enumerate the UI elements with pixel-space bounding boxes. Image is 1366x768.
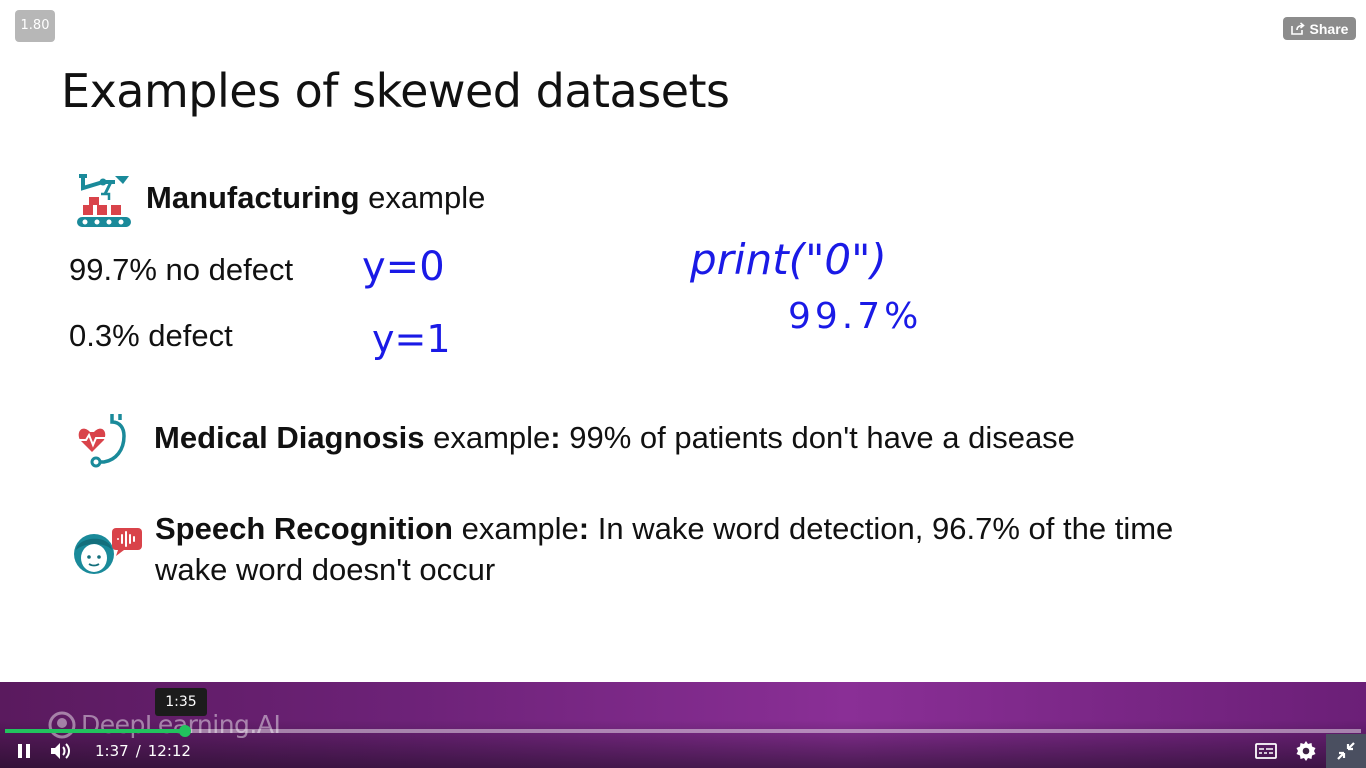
settings-button[interactable] — [1292, 737, 1320, 765]
current-time: 1:37 — [95, 742, 129, 760]
video-slide[interactable]: 1.80 Share Examples of skewed datasets M… — [0, 0, 1366, 682]
seek-hover-tooltip: 1:35 — [155, 688, 207, 716]
handwritten-99-7-percent: 99.7% — [788, 296, 922, 337]
svg-text:y=1: y=1 — [372, 317, 451, 361]
share-button[interactable]: Share — [1283, 17, 1356, 40]
exit-fullscreen-icon — [1337, 742, 1355, 760]
medical-stethoscope-heart-icon — [78, 414, 126, 468]
exit-fullscreen-button[interactable] — [1326, 734, 1366, 768]
time-display: 1:37 / 12:12 — [95, 742, 191, 760]
volume-icon — [51, 743, 70, 759]
svg-text:y=0: y=0 — [362, 244, 445, 290]
pause-button[interactable] — [10, 738, 38, 764]
handwritten-print-0: print("0") — [689, 235, 887, 284]
handwritten-y-equals-0: y=0 — [362, 244, 445, 290]
progress-played — [5, 729, 185, 733]
deeplearning-logo-icon — [48, 711, 76, 738]
no-defect-line: 99.7% no defect — [69, 252, 294, 287]
pause-icon — [18, 744, 30, 758]
duration: 12:12 — [147, 742, 191, 760]
handwritten-y-equals-1: y=1 — [372, 317, 451, 361]
medical-diagnosis-line: Medical Diagnosis example: 99% of patien… — [154, 420, 1075, 455]
progress-scrubber-handle[interactable] — [179, 725, 191, 737]
playback-speed-badge[interactable]: 1.80 — [15, 10, 55, 42]
settings-icon — [1296, 741, 1316, 761]
share-icon — [1290, 22, 1305, 35]
speech-recognition-line-2: wake word doesn't occur — [155, 552, 496, 587]
speech-recognition-line-1: Speech Recognition example: In wake word… — [155, 511, 1174, 546]
time-separator: / — [135, 742, 141, 760]
progress-track[interactable] — [5, 729, 1361, 733]
slide-title: Examples of skewed datasets — [61, 64, 730, 118]
controls-shade — [0, 720, 1366, 768]
captions-icon — [1255, 743, 1277, 759]
captions-button[interactable] — [1252, 738, 1280, 764]
share-label: Share — [1309, 20, 1349, 37]
defect-line: 0.3% defect — [69, 318, 233, 353]
svg-text:print("0"): print("0") — [689, 235, 887, 284]
speech-person-icon — [74, 528, 142, 574]
volume-button[interactable] — [46, 738, 76, 764]
manufacturing-heading: Manufacturing example — [146, 180, 486, 215]
svg-text:99.7%: 99.7% — [788, 296, 922, 337]
manufacturing-robot-arm-icon — [77, 174, 131, 227]
